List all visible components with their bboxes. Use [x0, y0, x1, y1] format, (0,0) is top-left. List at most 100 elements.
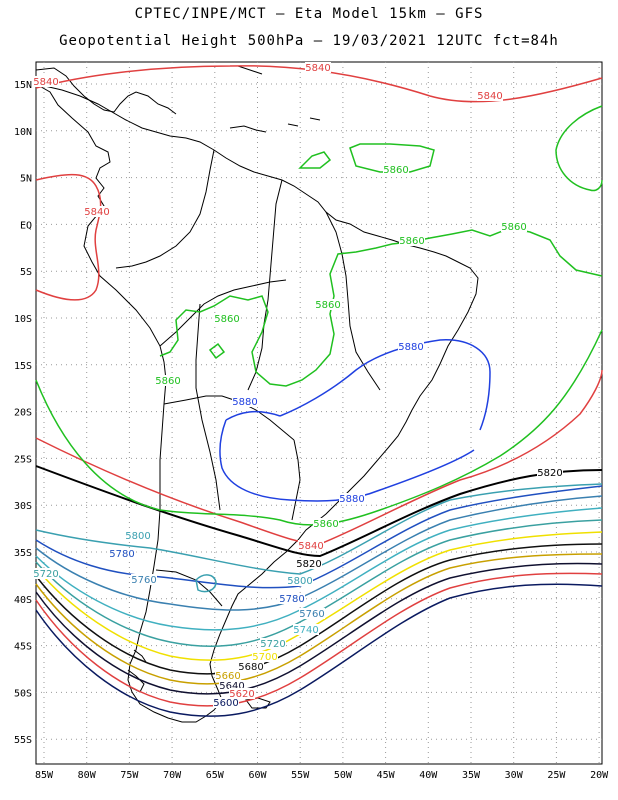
contour-label-bg: [84, 206, 110, 217]
contour-label: 5720: [260, 639, 285, 650]
contour-5840: [35, 369, 603, 545]
contour-5880-south: [219, 419, 475, 502]
contour-label-bg: [296, 558, 322, 569]
country-border-1: [159, 279, 287, 347]
lat-tick-label: 40S: [14, 595, 32, 606]
lon-tick-label: 80W: [78, 770, 97, 781]
contour-label: 5800: [125, 531, 150, 542]
contour-label-bg: [229, 688, 255, 699]
contour-label: 5880: [398, 342, 423, 353]
contour-label: 5600: [213, 698, 238, 709]
contour-label-bg: [339, 493, 365, 504]
lat-tick-label: 55S: [14, 735, 32, 746]
contour-5880-link: [225, 410, 281, 421]
contour-label: 5880: [232, 397, 257, 408]
contour-label: 5640: [219, 681, 244, 692]
lon-tick-label: 25W: [547, 770, 566, 781]
lon-tick-label: 60W: [248, 770, 267, 781]
chart-title-line2: Geopotential Height 500hPa – 19/03/2021 …: [59, 33, 559, 49]
contour-label: 5860: [214, 314, 239, 325]
lat-tick-label: 5N: [20, 174, 32, 185]
contour-5860-ne: [555, 105, 603, 192]
contour-label: 5880: [339, 494, 364, 505]
lat-tick-label: 15N: [14, 80, 32, 91]
lon-tick-label: 35W: [462, 770, 481, 781]
contour-label-bg: [155, 375, 181, 386]
lat-tick-label: 35S: [14, 548, 32, 559]
graticule: [36, 62, 602, 764]
lat-tick-label: 50S: [14, 688, 32, 699]
contour-label: 5860: [313, 519, 338, 530]
contour-label: 5800: [287, 576, 312, 587]
contour-5860: [35, 329, 603, 526]
contour-5640: [35, 562, 603, 695]
country-border-8: [155, 569, 223, 607]
contour-label-bg: [33, 76, 59, 87]
contour-label: 5840: [477, 91, 502, 102]
lon-tick-label: 65W: [206, 770, 225, 781]
lon-tick-label: 40W: [419, 770, 438, 781]
contour-label: 5860: [155, 376, 180, 387]
contour-label-bg: [313, 518, 339, 529]
contour-label-bg: [399, 235, 425, 246]
south-america-coastline: [35, 83, 479, 723]
contour-5620: [35, 572, 603, 707]
lat-tick-label: 15S: [14, 361, 32, 372]
contour-label: 5840: [298, 541, 323, 552]
lon-tick-label: 85W: [35, 770, 54, 781]
axis-ticks: 15N 10N 5N EQ 5S 10S 15S 20S 25S 30S 35S 40S 45S 50S 5…: [14, 80, 609, 781]
contour-label-bg: [131, 574, 157, 585]
contour-label-bg: [213, 697, 239, 708]
lat-tick-label: EQ: [20, 220, 32, 231]
contour-label-bg: [477, 90, 503, 101]
lon-tick-label: 30W: [505, 770, 524, 781]
country-border-3: [115, 149, 215, 269]
country-border-4: [247, 179, 283, 391]
contour-5860-guiana: [349, 143, 435, 173]
contour-5840-north: [35, 65, 603, 103]
contour-label-bg: [214, 313, 240, 324]
contour-label-bg: [537, 467, 563, 478]
contour-5860-small: [208, 151, 332, 360]
lat-tick-label: 20S: [14, 408, 32, 419]
central-america-coast: [35, 67, 177, 115]
contour-label: 5780: [109, 549, 134, 560]
contour-label-bg: [232, 396, 258, 407]
contour-label-bg: [215, 670, 241, 681]
contour-label: 5860: [383, 165, 408, 176]
contour-label: 5860: [399, 236, 424, 247]
contour-label: 5620: [229, 689, 254, 700]
lon-tick-label: 20W: [590, 770, 609, 781]
contour-label-bg: [299, 608, 325, 619]
contour-label-bg: [398, 341, 424, 352]
contour-label-bg: [252, 651, 278, 662]
chart-title-line1: CPTEC/INPE/MCT – Eta Model 15km – GFS: [134, 6, 484, 22]
lat-tick-label: 30S: [14, 501, 32, 512]
coastline-borders: [35, 65, 479, 723]
lat-tick-label: 10S: [14, 314, 32, 325]
contour-5660: [35, 553, 603, 685]
lat-tick-label: 5S: [20, 267, 32, 278]
contour-label: 5820: [537, 468, 562, 479]
contour-label: 5820: [296, 559, 321, 570]
country-border-5: [195, 303, 221, 511]
contour-labels: 5840 5840 5840 5840 5860 5860 5860 5860 5860 5860…: [33, 62, 563, 709]
contour-label-bg: [125, 530, 151, 541]
contour-label-bg: [260, 638, 286, 649]
lat-tick-label: 25S: [14, 454, 32, 465]
contour-label: 5860: [501, 222, 526, 233]
contour-label-bg: [109, 548, 135, 559]
contour-label: 5720: [33, 569, 58, 580]
contour-5680: [35, 543, 603, 675]
lon-tick-label: 75W: [120, 770, 139, 781]
contour-label-bg: [219, 680, 245, 691]
contour-5840-west: [35, 173, 102, 301]
contour-5880-east: [279, 339, 491, 431]
contour-label: 5740: [293, 625, 318, 636]
contour-label: 5840: [33, 77, 58, 88]
contour-label: 5780: [279, 594, 304, 605]
lon-tick-label: 70W: [163, 770, 182, 781]
lon-tick-label: 45W: [377, 770, 396, 781]
contour-label-bg: [287, 575, 313, 586]
